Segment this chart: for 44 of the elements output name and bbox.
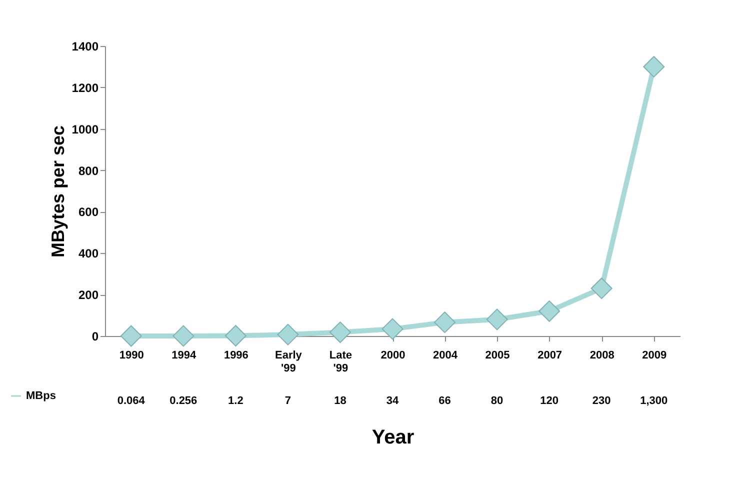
point bbox=[590, 278, 612, 300]
data-label: 0.064 bbox=[117, 395, 146, 407]
y-tick-label: 600 bbox=[78, 205, 99, 220]
data-label: 1,300 bbox=[640, 395, 668, 407]
x-tick-label: 2004 bbox=[433, 350, 458, 362]
data-label: 230 bbox=[592, 395, 611, 407]
point bbox=[329, 322, 351, 344]
point bbox=[277, 324, 299, 346]
x-tick-label: 1996 bbox=[224, 350, 248, 362]
point bbox=[434, 312, 456, 334]
point bbox=[120, 325, 142, 347]
data-label: 1.2 bbox=[228, 395, 244, 407]
x-tick-label: 2009 bbox=[642, 350, 667, 362]
data-label: 120 bbox=[540, 395, 558, 407]
legend-label: MBps bbox=[26, 390, 56, 402]
data-label: 80 bbox=[490, 395, 504, 407]
point bbox=[172, 325, 194, 347]
y-tick-label: 1400 bbox=[72, 40, 99, 54]
point bbox=[538, 300, 560, 322]
x-tick-label: 2000 bbox=[380, 350, 406, 362]
x-tick-label: 1990 bbox=[119, 350, 144, 362]
y-tick-label: 0 bbox=[92, 330, 99, 344]
x-tick-label: 1994 bbox=[172, 350, 198, 362]
x-tick-label: 2005 bbox=[485, 350, 510, 362]
x-tick-label: Late '99 bbox=[329, 350, 352, 374]
y-tick-label: 1200 bbox=[72, 80, 99, 95]
point bbox=[486, 308, 508, 330]
data-label: 0.256 bbox=[170, 395, 198, 407]
x-tick-label: 2008 bbox=[590, 350, 614, 362]
x-tick-label: Early '99 bbox=[274, 350, 303, 374]
point bbox=[382, 318, 404, 340]
y-axis-title: MBytes per sec bbox=[48, 125, 68, 258]
x-tick-label: 2007 bbox=[538, 350, 562, 362]
data-label: 34 bbox=[386, 395, 400, 407]
point bbox=[224, 325, 246, 346]
data-label: 7 bbox=[284, 395, 292, 407]
data-label: 18 bbox=[334, 395, 346, 407]
y-tick-label: 800 bbox=[78, 164, 99, 178]
x-axis-title: Year bbox=[372, 426, 414, 448]
y-tick-label: 400 bbox=[78, 246, 99, 261]
point bbox=[643, 56, 665, 78]
y-tick-label: 1000 bbox=[72, 122, 99, 136]
data-label: 66 bbox=[438, 395, 451, 407]
y-tick-label: 200 bbox=[78, 288, 99, 302]
